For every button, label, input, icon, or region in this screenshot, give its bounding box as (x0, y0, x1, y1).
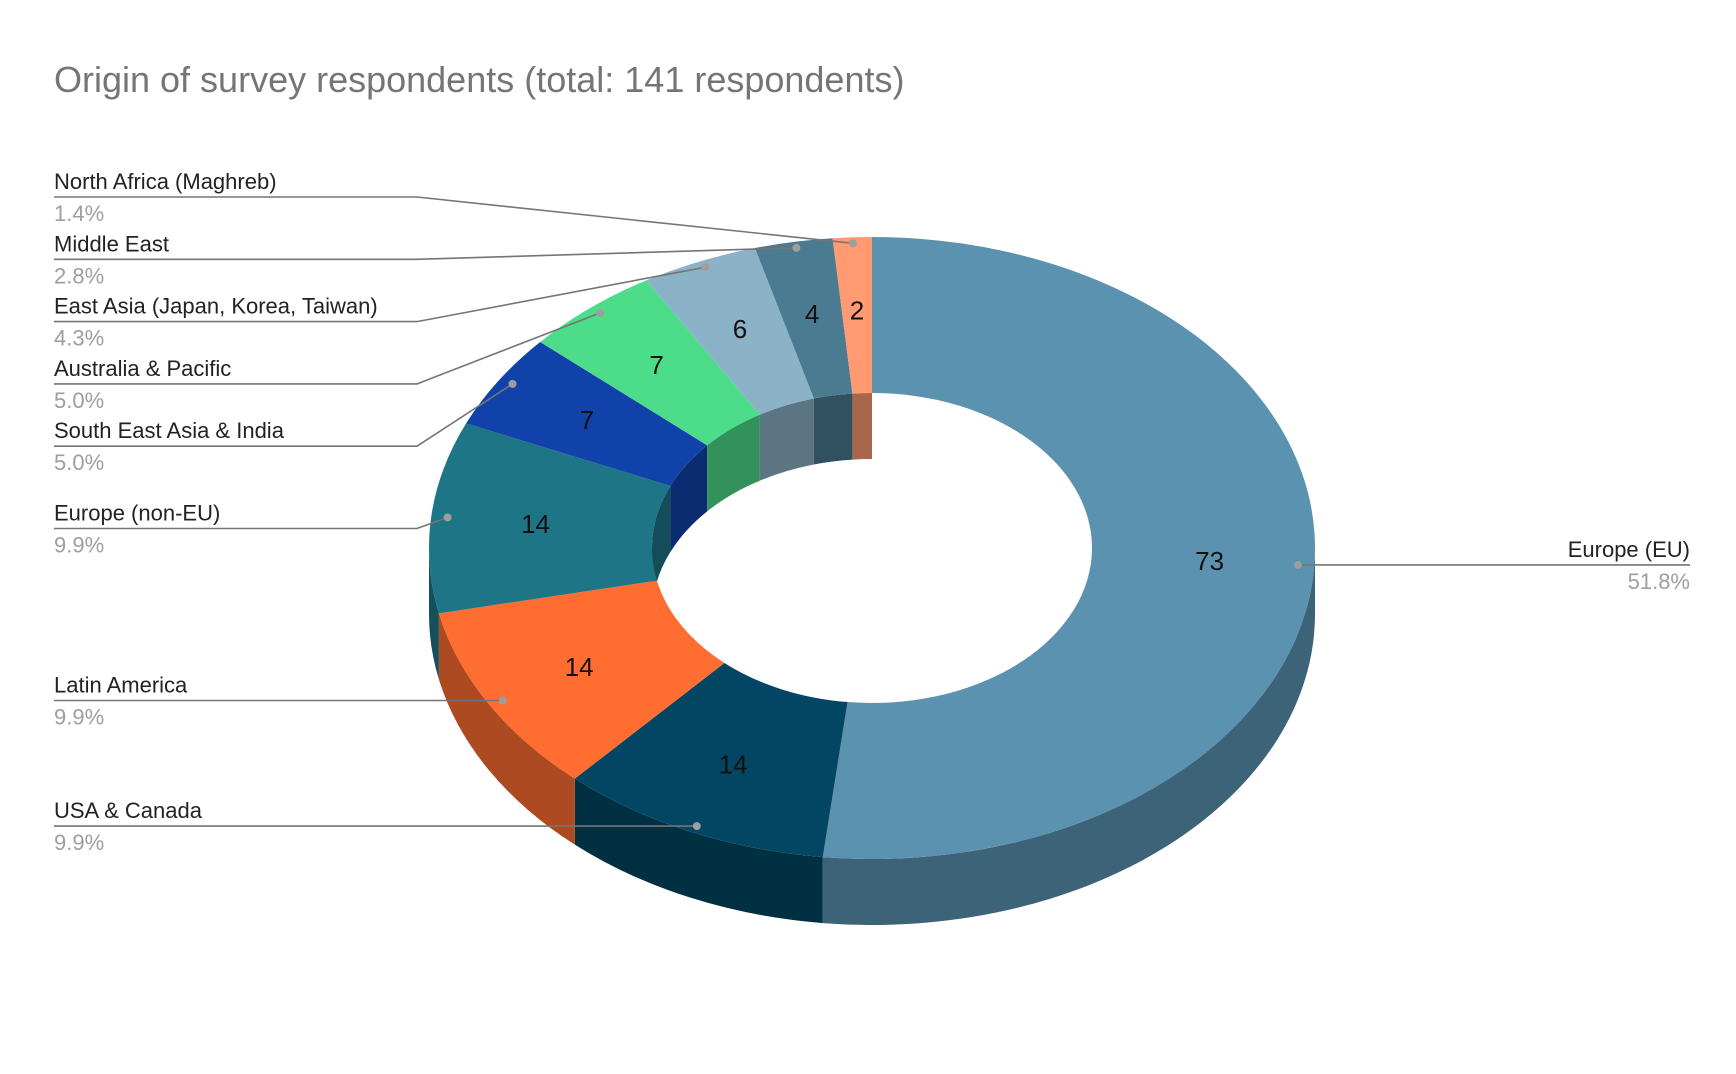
value-label-europe-eu: 73 (1195, 546, 1224, 576)
slice-europe-eu (822, 237, 1316, 859)
slice-south-east-asia-india (466, 341, 708, 486)
leader-dot-usa-canada (692, 822, 701, 831)
leader-line-south-east-asia-india (54, 383, 513, 448)
outer-wall-latin-america (438, 613, 575, 845)
inner-wall-middle-east (813, 393, 853, 465)
value-label-usa-canada: 14 (719, 750, 748, 780)
value-label-australia-pacific: 7 (649, 350, 663, 380)
callout-name-australia-pacific: Australia & Pacific (54, 356, 231, 381)
callout-percent-australia-pacific: 5.0% (54, 388, 104, 413)
inner-wall-east-asia-japan-korea-taiwan (759, 398, 814, 481)
callout-percent-latin-america: 9.9% (54, 705, 104, 730)
chart-title: Origin of survey respondents (total: 141… (54, 59, 904, 100)
callout-name-middle-east: Middle East (54, 231, 169, 256)
leader-dot-europe-eu (1293, 560, 1302, 569)
callout-name-east-asia-japan-korea-taiwan: East Asia (Japan, Korea, Taiwan) (54, 294, 378, 319)
slice-usa-canada (574, 662, 848, 858)
value-label-east-asia-japan-korea-taiwan: 6 (733, 314, 747, 344)
callout-percent-south-east-asia-india: 5.0% (54, 450, 104, 475)
callout-percent-middle-east: 2.8% (54, 263, 104, 288)
callout-name-europe-eu: Europe (EU) (1568, 537, 1690, 562)
leader-dot-latin-america (498, 696, 507, 705)
outer-wall-europe-non-eu (429, 548, 439, 680)
leader-line-australia-pacific (54, 312, 601, 385)
leader-dot-australia-pacific (596, 308, 605, 317)
slice-middle-east (754, 238, 853, 399)
outer-wall-usa-canada (574, 778, 823, 924)
slice-australia-pacific (540, 280, 760, 446)
callout-percent-europe-eu: 51.8% (1628, 569, 1690, 594)
inner-wall-australia-pacific (707, 414, 760, 512)
inner-wall-south-east-asia-india (670, 445, 708, 552)
value-label-south-east-asia-india: 7 (580, 405, 594, 435)
value-label-middle-east: 4 (805, 299, 819, 329)
slice-europe-non-eu (429, 423, 671, 614)
slice-value-labels: 73 14 14 14 7 7 6 4 2 (521, 296, 1224, 780)
leader-dot-europe-non-eu (443, 513, 452, 522)
callout-percent-usa-canada: 9.9% (54, 830, 104, 855)
leader-dot-east-asia-japan-korea-taiwan (701, 263, 710, 272)
slice-latin-america (438, 580, 725, 779)
callout-name-europe-non-eu: Europe (non-EU) (54, 501, 220, 526)
value-label-europe-non-eu: 14 (521, 509, 550, 539)
leader-dot-south-east-asia-india (508, 379, 517, 388)
donut-side-walls (429, 393, 1315, 925)
callout-name-north-africa-maghreb: North Africa (Maghreb) (54, 169, 277, 194)
value-label-north-africa-maghreb: 2 (850, 296, 864, 326)
callout-percent-east-asia-japan-korea-taiwan: 4.3% (54, 326, 104, 351)
callout-name-latin-america: Latin America (54, 673, 188, 698)
callout-percent-europe-non-eu: 9.9% (54, 533, 104, 558)
callout-name-usa-canada: USA & Canada (54, 798, 203, 823)
value-label-latin-america: 14 (565, 652, 594, 682)
leader-line-north-africa-maghreb (54, 196, 854, 245)
slice-east-asia-japan-korea-taiwan (646, 248, 814, 415)
outer-wall-europe-eu (822, 548, 1315, 925)
donut-slices (429, 237, 1316, 859)
callout-percent-north-africa-maghreb: 1.4% (54, 201, 104, 226)
leader-dot-north-africa-maghreb (849, 239, 858, 248)
leader-dot-middle-east (792, 243, 801, 252)
slice-callouts: Europe (EU) 51.8% North Africa (Maghreb) 1.… (54, 169, 1690, 855)
inner-wall-north-africa-maghreb (852, 393, 872, 460)
callout-name-south-east-asia-india: South East Asia & India (54, 418, 285, 443)
slice-north-africa-maghreb (832, 237, 872, 394)
leader-line-europe-non-eu (54, 516, 448, 530)
leader-line-east-asia-japan-korea-taiwan (54, 266, 706, 323)
leader-line-middle-east (54, 247, 797, 261)
